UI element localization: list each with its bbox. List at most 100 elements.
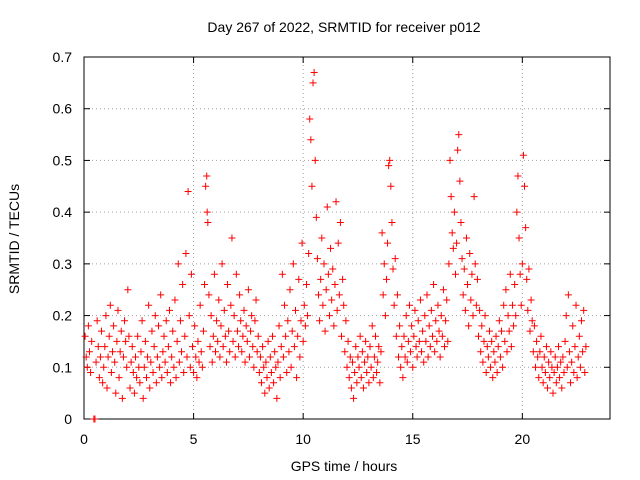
data-point [247,327,255,335]
data-point [179,281,187,289]
data-point [230,312,238,320]
data-point [342,317,350,325]
data-point [286,286,294,294]
data-point [317,275,325,283]
data-point [491,358,499,366]
data-point [393,291,401,299]
data-point [289,260,297,268]
data-point [249,343,257,351]
data-point [102,312,110,320]
data-point [159,348,167,356]
data-point [302,281,310,289]
data-point [419,327,427,335]
data-point [192,353,200,361]
data-point [173,337,181,345]
chart-title: Day 267 of 2022, SRMTID for receiver p01… [207,19,480,35]
data-point [241,358,249,366]
data-point [265,384,273,392]
data-point [412,343,420,351]
data-point [398,343,406,351]
data-point [264,337,272,345]
data-point [126,384,134,392]
data-point [322,286,330,294]
data-point [423,291,431,299]
data-point [191,322,199,330]
data-point [500,301,508,309]
data-point [428,332,436,340]
data-point [506,270,514,278]
data-point [343,363,351,371]
data-point [190,368,198,376]
data-point [124,286,132,294]
data-point [155,322,163,330]
data-point [218,260,226,268]
data-point [125,332,133,340]
data-point [470,193,478,201]
data-point [533,337,541,345]
data-point [368,322,376,330]
y-tick-label: 0 [64,411,72,427]
data-point [401,353,409,361]
data-point [427,306,435,314]
data-point [146,384,154,392]
data-point [98,327,106,335]
data-point [392,332,400,340]
data-point [94,343,102,351]
plot-frame [83,56,611,420]
data-point [224,281,232,289]
data-point [415,337,423,345]
data-point [123,363,131,371]
data-point [310,69,318,77]
data-point [578,317,586,325]
data-point [376,379,384,387]
data-point [485,327,493,335]
data-point [235,343,243,351]
data-point [92,358,100,366]
data-point [91,415,99,423]
data-point [111,358,119,366]
data-point [323,203,331,211]
y-tick-label: 0.6 [53,101,73,117]
data-point [407,348,415,356]
data-point [238,348,246,356]
data-point [217,322,225,330]
data-point [306,115,314,123]
data-point [504,312,512,320]
data-point [430,281,438,289]
data-point [515,234,523,242]
data-point [395,353,403,361]
data-point [250,363,258,371]
data-point [534,353,542,361]
data-point [114,306,122,314]
data-point [507,343,515,351]
data-point [122,337,130,345]
data-point [449,244,457,252]
data-point [443,296,451,304]
data-point [465,322,473,330]
data-point [178,348,186,356]
data-point [117,327,125,335]
data-point [284,317,292,325]
data-point [275,322,283,330]
data-point [490,348,498,356]
data-point [445,260,453,268]
data-point [199,327,207,335]
data-point [545,358,553,366]
data-point [202,182,210,190]
data-point [524,306,532,314]
data-point [346,353,354,361]
data-point [374,358,382,366]
data-point [358,348,366,356]
data-point [409,363,417,371]
data-point [347,384,355,392]
data-point [216,353,224,361]
data-point [344,337,352,345]
data-point [261,389,269,397]
data-point [88,337,96,345]
data-point [219,343,227,351]
data-point [133,374,141,382]
data-point [546,374,554,382]
data-point [379,291,387,299]
data-point [336,218,344,226]
data-point [542,343,550,351]
